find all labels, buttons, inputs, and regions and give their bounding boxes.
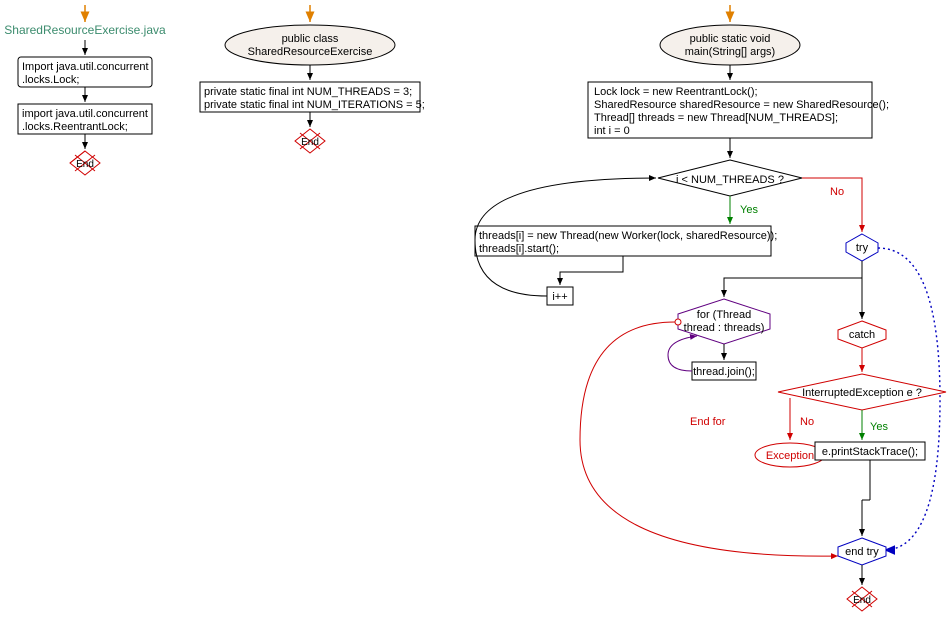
fc3-for-text2: thread : threads): [684, 322, 765, 334]
svg-text:End: End: [301, 137, 319, 148]
fc2-box-text2: private static final int NUM_ITERATIONS …: [204, 99, 425, 111]
fc3-endfor-arrow: [580, 322, 838, 556]
fc3-init-2: SharedResource sharedResource = new Shar…: [594, 99, 889, 111]
fc3-threads-2: threads[i].start();: [479, 243, 559, 255]
fc3-decision1-text: i < NUM_THREADS ?: [676, 174, 784, 186]
flowchart-2: public class SharedResourceExercise priv…: [200, 5, 425, 153]
fc1-box1-text1: Import java.util.concurrent: [22, 61, 149, 73]
fc3-dec2-yes-label: Yes: [870, 421, 888, 433]
svg-text:End: End: [76, 159, 94, 170]
flowchart-3: public static void main(String[] args) L…: [475, 5, 946, 611]
fc1-box2-text1: import java.util.concurrent: [22, 108, 148, 120]
flowchart-1: SharedResourceExercise.java Import java.…: [4, 5, 166, 175]
fc3-init-3: Thread[] threads = new Thread[NUM_THREAD…: [594, 112, 838, 124]
fc3-endtry-text: end try: [845, 546, 879, 558]
fc3-yes-label: Yes: [740, 204, 758, 216]
fc3-init-1: Lock lock = new ReentrantLock();: [594, 86, 758, 98]
fc3-endfor-label: End for: [690, 416, 726, 428]
fc3-for-text1: for (Thread: [697, 309, 751, 321]
fc2-ellipse-text2: SharedResourceExercise: [248, 46, 373, 58]
fc2-ellipse-text1: public class: [282, 33, 339, 45]
fc1-title: SharedResourceExercise.java: [4, 23, 166, 37]
fc1-end: End: [70, 151, 100, 175]
fc3-for-exit-node: [675, 319, 681, 325]
fc2-box-text1: private static final int NUM_THREADS = 3…: [204, 86, 412, 98]
fc2-end: End: [295, 129, 325, 153]
svg-text:End: End: [853, 595, 871, 606]
fc3-dec2-no-label: No: [800, 416, 814, 428]
fc1-box2-text2: .locks.ReentrantLock;: [22, 121, 128, 133]
fc3-decision2-text: InterruptedException e ?: [802, 387, 922, 399]
fc3-init-4: int i = 0: [594, 125, 630, 137]
fc3-threads-1: threads[i] = new Thread(new Worker(lock,…: [479, 230, 777, 242]
fc3-exception-text: Exception: [766, 450, 814, 462]
fc3-ellipse-text1: public static void: [690, 33, 771, 45]
fc3-try-text: try: [856, 242, 869, 254]
fc3-catch-text: catch: [849, 329, 875, 341]
fc3-ellipse-text2: main(String[] args): [685, 46, 775, 58]
fc3-stacktrace-text: e.printStackTrace();: [822, 446, 918, 458]
fc3-arrow-to-inc: [560, 256, 623, 285]
fc3-no-label: No: [830, 186, 844, 198]
fc3-ellipse: [660, 25, 800, 65]
fc3-to-for: [724, 278, 862, 297]
fc3-end: End: [847, 587, 877, 611]
fc2-ellipse: [225, 25, 395, 65]
fc1-box1-text2: .locks.Lock;: [22, 74, 79, 86]
fc3-inc-text: i++: [552, 291, 567, 303]
fc3-join-text: thread.join();: [693, 366, 755, 378]
